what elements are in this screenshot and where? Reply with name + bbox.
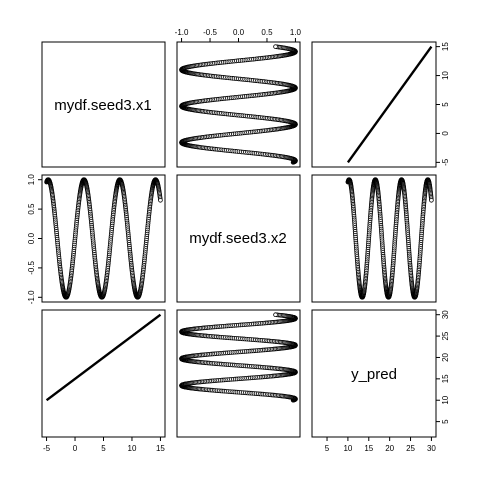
y-tick-label-2-4: 25 xyxy=(441,331,450,340)
x-tick-label-0-2: 5 xyxy=(101,444,106,453)
panel-frame-1-2 xyxy=(311,174,437,303)
y-tick-label-0-4: 15 xyxy=(441,42,450,51)
y-tick-label-1-1: -0.5 xyxy=(27,260,36,274)
point-0-1-599 xyxy=(273,44,278,49)
x-tick-label-0-0: -5 xyxy=(43,444,51,453)
y-tick-label-2-2: 15 xyxy=(441,374,450,383)
panel-frame-2-0 xyxy=(41,309,166,438)
panel-frame-0-2 xyxy=(311,41,437,168)
y-tick-label-1-3: 0.5 xyxy=(27,203,36,215)
diag-label-x1: mydf.seed3.x1 xyxy=(54,97,152,114)
x-tick-label-1-0: -1.0 xyxy=(175,28,189,37)
y-tick-label-0-1: 0 xyxy=(441,131,450,136)
panel-2-1 xyxy=(179,312,298,403)
point-1-0-599 xyxy=(158,197,163,203)
y-tick-label-1-2: 0.0 xyxy=(27,232,36,244)
panel-1-2 xyxy=(345,177,434,300)
y-tick-label-1-4: 1.0 xyxy=(27,174,36,186)
x-tick-label-2-2: 15 xyxy=(364,444,373,453)
x-tick-label-1-4: 1.0 xyxy=(290,28,302,37)
x-tick-label-2-4: 25 xyxy=(406,444,415,453)
y-tick-label-0-2: 5 xyxy=(441,102,450,107)
scatter-marks xyxy=(44,44,434,403)
y-tick-label-1-0: -1.0 xyxy=(27,290,36,304)
y-tick-label-0-3: 10 xyxy=(441,71,450,80)
panel-1-0 xyxy=(44,177,163,300)
x-tick-label-0-3: 10 xyxy=(128,444,137,453)
y-tick-label-2-1: 10 xyxy=(441,395,450,404)
x-tick-label-2-3: 20 xyxy=(385,444,394,453)
point-2-1-599 xyxy=(273,312,278,318)
panel-frame-2-2 xyxy=(311,309,437,438)
panel-frame-1-1 xyxy=(176,174,301,303)
series-line-0-2 xyxy=(346,45,433,164)
y-tick-label-2-0: 5 xyxy=(441,419,450,424)
panel-0-1 xyxy=(179,44,298,165)
x-tick-label-0-1: 0 xyxy=(73,444,78,453)
panel-frame-0-0 xyxy=(41,41,166,168)
panel-frame-2-1 xyxy=(176,309,301,438)
axes: -5 0 5 10 15 5 10 15 20 25 30 -1.0 -0.5 0.0 0.5 1.0 -1.0… xyxy=(27,28,450,453)
y-tick-label-2-5: 30 xyxy=(441,310,450,319)
y-tick-label-2-3: 20 xyxy=(441,352,450,361)
panel-2-0 xyxy=(45,313,162,402)
diag-label-y-pred: y_pred xyxy=(351,366,397,383)
x-tick-label-1-2: 0.0 xyxy=(233,28,245,37)
x-tick-label-2-5: 30 xyxy=(427,444,436,453)
y-tick-label-0-0: -5 xyxy=(441,158,450,166)
x-tick-label-1-3: 0.5 xyxy=(261,28,273,37)
diag-label-x2: mydf.seed3.x2 xyxy=(189,230,287,247)
x-tick-label-1-1: -0.5 xyxy=(203,28,217,37)
x-tick-label-2-0: 5 xyxy=(325,444,330,453)
x-tick-label-0-4: 15 xyxy=(156,444,165,453)
series-line-2-0 xyxy=(45,313,162,402)
panel-0-2 xyxy=(346,45,433,164)
x-tick-label-2-1: 10 xyxy=(343,444,352,453)
point-1-2-599 xyxy=(429,197,434,203)
